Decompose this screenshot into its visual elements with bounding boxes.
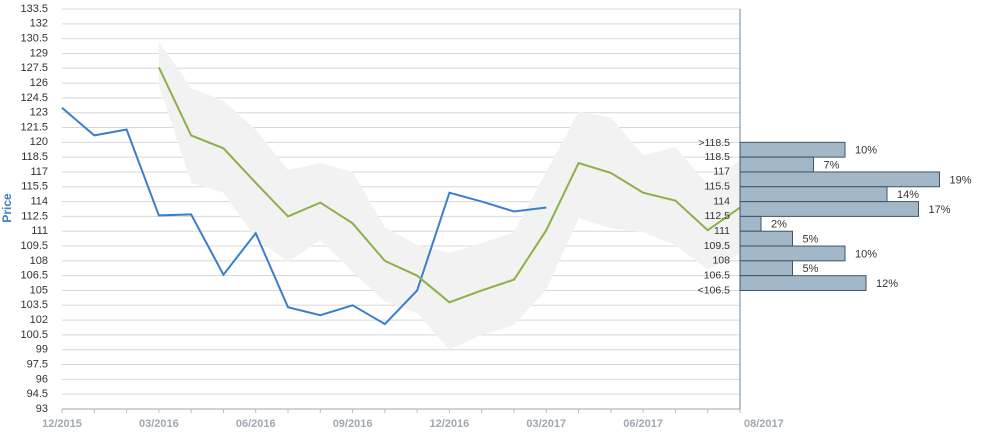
histogram-bar	[739, 215, 762, 232]
bar-value-label: 5%	[803, 263, 819, 275]
y-tick-label: 112.5	[21, 210, 48, 222]
histogram-bar	[739, 260, 793, 277]
histogram-bar	[739, 171, 940, 188]
y-axis-title: Price	[0, 193, 14, 223]
bin-label: 112.5	[705, 210, 731, 222]
bar-value-label: 19%	[950, 174, 972, 186]
bin-label: 109.5	[704, 240, 730, 252]
bin-label: <106.5	[698, 284, 731, 296]
price-line	[157, 66, 741, 304]
y-tick-label: 100.5	[20, 329, 48, 341]
y-tick-label: 132	[30, 18, 48, 30]
bin-label: 114	[713, 195, 730, 207]
bar-value-label: 10%	[855, 248, 877, 260]
x-tick-label: 06/2017	[623, 418, 663, 430]
y-tick-label: 126	[30, 77, 48, 89]
bar-value-label: 17%	[929, 204, 951, 216]
y-tick-label: 109.5	[20, 240, 48, 252]
x-tick-label: 03/2016	[139, 418, 179, 430]
bin-label: 106.5	[704, 269, 730, 281]
bar-value-label: 2%	[771, 219, 787, 231]
y-tick-label: 133.5	[20, 3, 48, 15]
y-tick-label: 121.5	[20, 121, 48, 133]
y-tick-label: 124.5	[20, 92, 48, 104]
histogram-bar	[739, 186, 888, 203]
y-tick-label: 115.5	[21, 181, 48, 193]
y-tick-label: 93	[36, 403, 48, 415]
bar-value-label: 10%	[855, 145, 877, 157]
x-tick-label: 08/2017	[744, 418, 784, 430]
histogram-bar	[739, 156, 814, 173]
y-tick-label: 99	[36, 344, 48, 356]
y-tick-label: 117	[30, 166, 48, 178]
bin-label: 108	[712, 255, 730, 267]
bin-label: 118.5	[705, 151, 731, 163]
y-tick-label: 97.5	[27, 358, 48, 370]
histogram-bar	[739, 201, 919, 217]
y-tick-label: 103.5	[20, 299, 48, 311]
bar-value-label: 5%	[803, 234, 819, 246]
bar-value-label: 12%	[876, 278, 898, 290]
histogram-bar	[739, 141, 846, 158]
bin-label: 117	[713, 166, 730, 178]
bin-label: >118.5	[698, 137, 730, 149]
x-tick-label: 03/2017	[526, 418, 566, 430]
y-tick-label: 123	[30, 107, 48, 119]
y-tick-label: 108	[30, 255, 48, 267]
bin-label: 111	[714, 225, 730, 237]
bar-value-label: 7%	[824, 159, 840, 171]
y-tick-label: 127.5	[20, 62, 48, 74]
y-tick-label: 130.5	[20, 33, 48, 45]
y-tick-label: 114	[30, 195, 48, 207]
histogram-bar	[739, 230, 793, 247]
x-tick-label: 09/2016	[333, 418, 373, 430]
y-tick-label: 111	[31, 225, 48, 237]
y-tick-label: 105	[30, 284, 48, 296]
histogram-bar	[739, 245, 846, 262]
x-tick-label: 06/2016	[236, 418, 276, 430]
y-tick-label: 106.5	[20, 270, 48, 282]
y-tick-label: 120	[30, 136, 48, 148]
bin-label: 115.5	[705, 181, 731, 193]
bar-value-label: 14%	[897, 189, 919, 201]
y-tick-label: 102	[30, 314, 48, 326]
x-tick-label: 12/2015	[42, 418, 82, 430]
forecast-band	[158, 41, 740, 350]
y-tick-label: 96	[36, 373, 48, 385]
y-tick-label: 94.5	[27, 388, 48, 400]
y-tick-label: 118.5	[21, 151, 48, 163]
x-tick-label: 12/2016	[430, 418, 470, 430]
price-line	[61, 107, 547, 326]
histogram-bar	[739, 275, 867, 291]
y-tick-label: 129	[30, 47, 48, 59]
